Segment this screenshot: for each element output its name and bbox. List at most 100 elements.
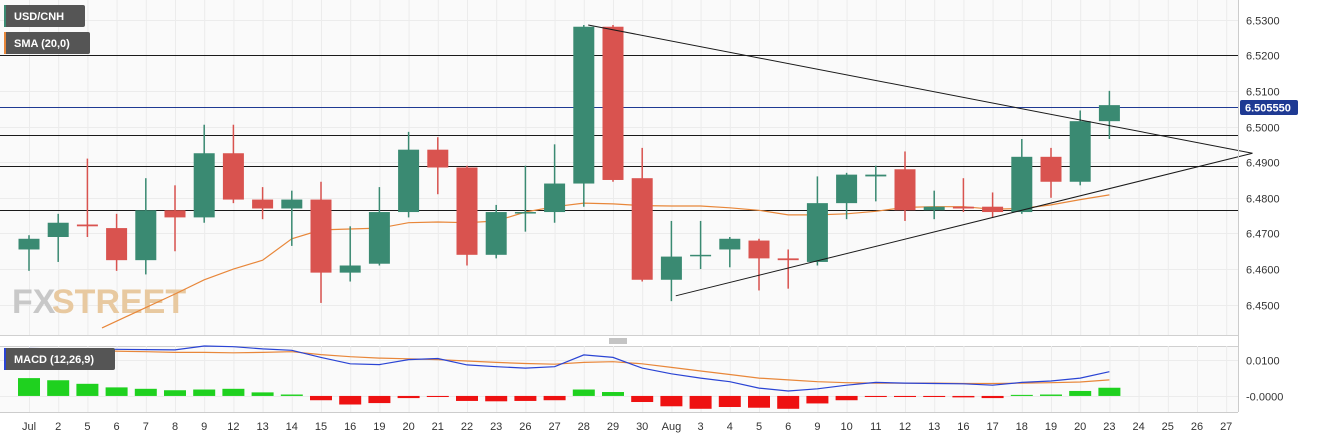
histogram-bar-negative xyxy=(456,395,478,401)
candle-up xyxy=(281,190,303,246)
candle-down xyxy=(222,124,244,204)
y-tick-label: 6.5000 xyxy=(1246,123,1280,135)
symbol-badge[interactable]: USD/CNH xyxy=(4,5,85,27)
candle-down xyxy=(748,238,770,291)
macd-lines xyxy=(28,345,1110,392)
x-tick-label: 12 xyxy=(899,421,911,433)
sma-label: SMA (20,0) xyxy=(14,38,70,50)
candle-body xyxy=(777,258,799,261)
x-tick-label: 19 xyxy=(373,421,385,433)
candle-down xyxy=(456,165,478,266)
current-price-badge: 6.505550 xyxy=(1240,100,1298,115)
macd-y-tick-label: 0.0100 xyxy=(1246,356,1280,368)
macd-label: MACD (12,26,9) xyxy=(14,354,94,366)
candle-body xyxy=(806,203,828,262)
histogram-bar-negative xyxy=(426,395,449,398)
histogram-bar-positive xyxy=(1040,394,1062,396)
sma-badge[interactable]: SMA (20,0) xyxy=(4,32,90,54)
x-tick-label: 7 xyxy=(143,421,149,433)
candle-body xyxy=(1040,156,1062,182)
x-tick-label: 6 xyxy=(114,421,120,433)
candle-body xyxy=(310,199,332,273)
candle-down xyxy=(777,249,799,289)
current-price-badge-box xyxy=(1240,100,1298,115)
candle-body xyxy=(982,206,1004,213)
x-tick-label: 17 xyxy=(986,421,998,433)
symbol-badge-marker xyxy=(4,5,6,27)
x-tick-label: 4 xyxy=(727,421,733,433)
x-tick-label: 10 xyxy=(840,421,852,433)
histogram-bar-negative xyxy=(339,395,362,405)
macd-badge[interactable]: MACD (12,26,9) xyxy=(4,348,115,370)
x-tick-label: 8 xyxy=(172,421,178,433)
candle-up xyxy=(544,144,566,223)
x-tick-label: 24 xyxy=(1132,421,1144,433)
candle-body xyxy=(47,222,69,237)
candle-up xyxy=(836,172,858,220)
x-tick-label: 20 xyxy=(402,421,414,433)
histogram-bar-positive xyxy=(1010,394,1033,396)
histogram-bar-negative xyxy=(923,395,946,398)
x-tick-label: 27 xyxy=(548,421,560,433)
x-tick-label: 26 xyxy=(1191,421,1203,433)
macd-badge-box xyxy=(4,348,115,370)
x-axis-ticks: Jul 2 5 6 7 8 9 12 13 14 15 16 19 20 21 22 23 26 27 28 29 30 A… xyxy=(22,421,1232,433)
x-tick-label: 25 xyxy=(1162,421,1174,433)
price-axis-background xyxy=(1238,0,1323,412)
histogram-bar-negative xyxy=(543,395,566,401)
candle-down xyxy=(602,24,624,182)
x-tick-label: 13 xyxy=(256,421,268,433)
x-tick-label: 19 xyxy=(1045,421,1057,433)
histogram-bar-negative xyxy=(718,395,741,408)
x-tick-label: 27 xyxy=(1220,421,1232,433)
x-tick-label: Aug xyxy=(662,421,682,433)
candle-up xyxy=(1011,138,1033,214)
candle-body xyxy=(456,167,478,255)
x-tick-label: 13 xyxy=(928,421,940,433)
candle-body xyxy=(631,178,653,280)
histogram-bar-positive xyxy=(251,392,274,396)
histogram-bar-negative xyxy=(835,395,858,401)
histogram-bar-positive xyxy=(164,390,186,396)
pane-resize-handle[interactable] xyxy=(609,338,627,344)
candle-body xyxy=(135,210,157,261)
histogram-bar-positive xyxy=(105,387,128,396)
histogram-bar-negative xyxy=(894,395,916,398)
watermark-street: STREET xyxy=(52,283,186,321)
candle-up xyxy=(47,213,69,262)
symbol-badge-box xyxy=(4,5,85,27)
y-tick-label: 6.5100 xyxy=(1246,87,1280,99)
histogram-bar-positive xyxy=(572,389,595,396)
trendlines-layer xyxy=(588,24,1253,297)
y-tick-label: 6.4900 xyxy=(1246,158,1280,170)
x-tick-label: 9 xyxy=(814,421,820,433)
x-tick-label: 6 xyxy=(785,421,791,433)
price-axis-ticks: 6.5300 6.5200 6.5100 6.5000 6.4900 6.4800 6.47… xyxy=(1246,16,1280,313)
histogram-bar-positive xyxy=(602,392,624,396)
x-tick-label: 28 xyxy=(578,421,590,433)
x-tick-label: 9 xyxy=(201,421,207,433)
candle-body xyxy=(398,149,420,213)
candle-body xyxy=(485,212,507,255)
candle-body xyxy=(923,206,945,211)
candle-body xyxy=(164,210,186,218)
candle-down xyxy=(76,158,98,237)
candle-body xyxy=(514,212,536,214)
candle-up xyxy=(865,165,887,202)
x-tick-label: Jul xyxy=(22,421,36,433)
candle-body xyxy=(836,174,858,204)
candle-body xyxy=(339,265,361,273)
x-tick-label: 3 xyxy=(698,421,704,433)
candle-up xyxy=(398,131,420,218)
histogram-bar-negative xyxy=(660,395,683,407)
candle-body xyxy=(952,206,974,209)
candle-body xyxy=(368,212,390,264)
macd-y-tick-label: -0.0000 xyxy=(1246,392,1283,404)
candle-up xyxy=(923,190,945,220)
candle-up xyxy=(485,204,507,259)
histogram-bar-positive xyxy=(76,383,99,396)
y-tick-label: 6.4500 xyxy=(1246,301,1280,313)
y-tick-label: 6.4700 xyxy=(1246,229,1280,241)
trendline xyxy=(588,24,1253,154)
histogram-bar-negative xyxy=(806,395,829,404)
